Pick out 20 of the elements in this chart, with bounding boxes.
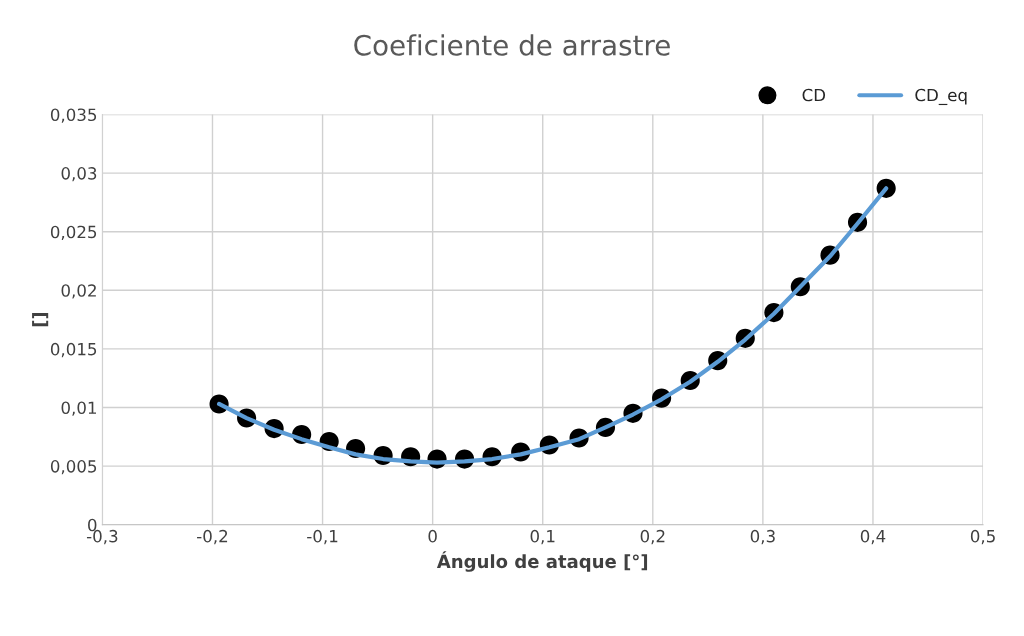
- x-axis-title: Ángulo de ataque [°]: [436, 551, 648, 572]
- y-tick-label: 0,03: [61, 167, 97, 182]
- x-tick-label: 0: [428, 529, 437, 543]
- x-tick-label: 0,2: [640, 529, 665, 545]
- y-tick-label: 0,025: [50, 225, 97, 240]
- x-tick-label: -0,1: [307, 529, 338, 545]
- chart-title: Coeficiente de arrastre: [354, 34, 670, 56]
- y-axis-title: []: [32, 312, 49, 327]
- x-tick-label: 0,5: [970, 529, 995, 545]
- legend-label: CD: [802, 88, 826, 102]
- y-tick-label: 0,01: [61, 401, 96, 416]
- y-tick-label: 0,005: [50, 460, 97, 475]
- y-tick-label: 0,02: [61, 284, 96, 299]
- x-tick-label: 0,1: [530, 529, 555, 545]
- y-tick-label: 0,015: [50, 342, 97, 358]
- x-tick-label: 0,3: [750, 529, 775, 545]
- y-tick-label: 0,035: [50, 108, 97, 123]
- x-tick-label: -0,2: [197, 529, 228, 545]
- legend-label: CD_eq: [915, 88, 967, 106]
- x-tick-label: 0,4: [860, 529, 886, 545]
